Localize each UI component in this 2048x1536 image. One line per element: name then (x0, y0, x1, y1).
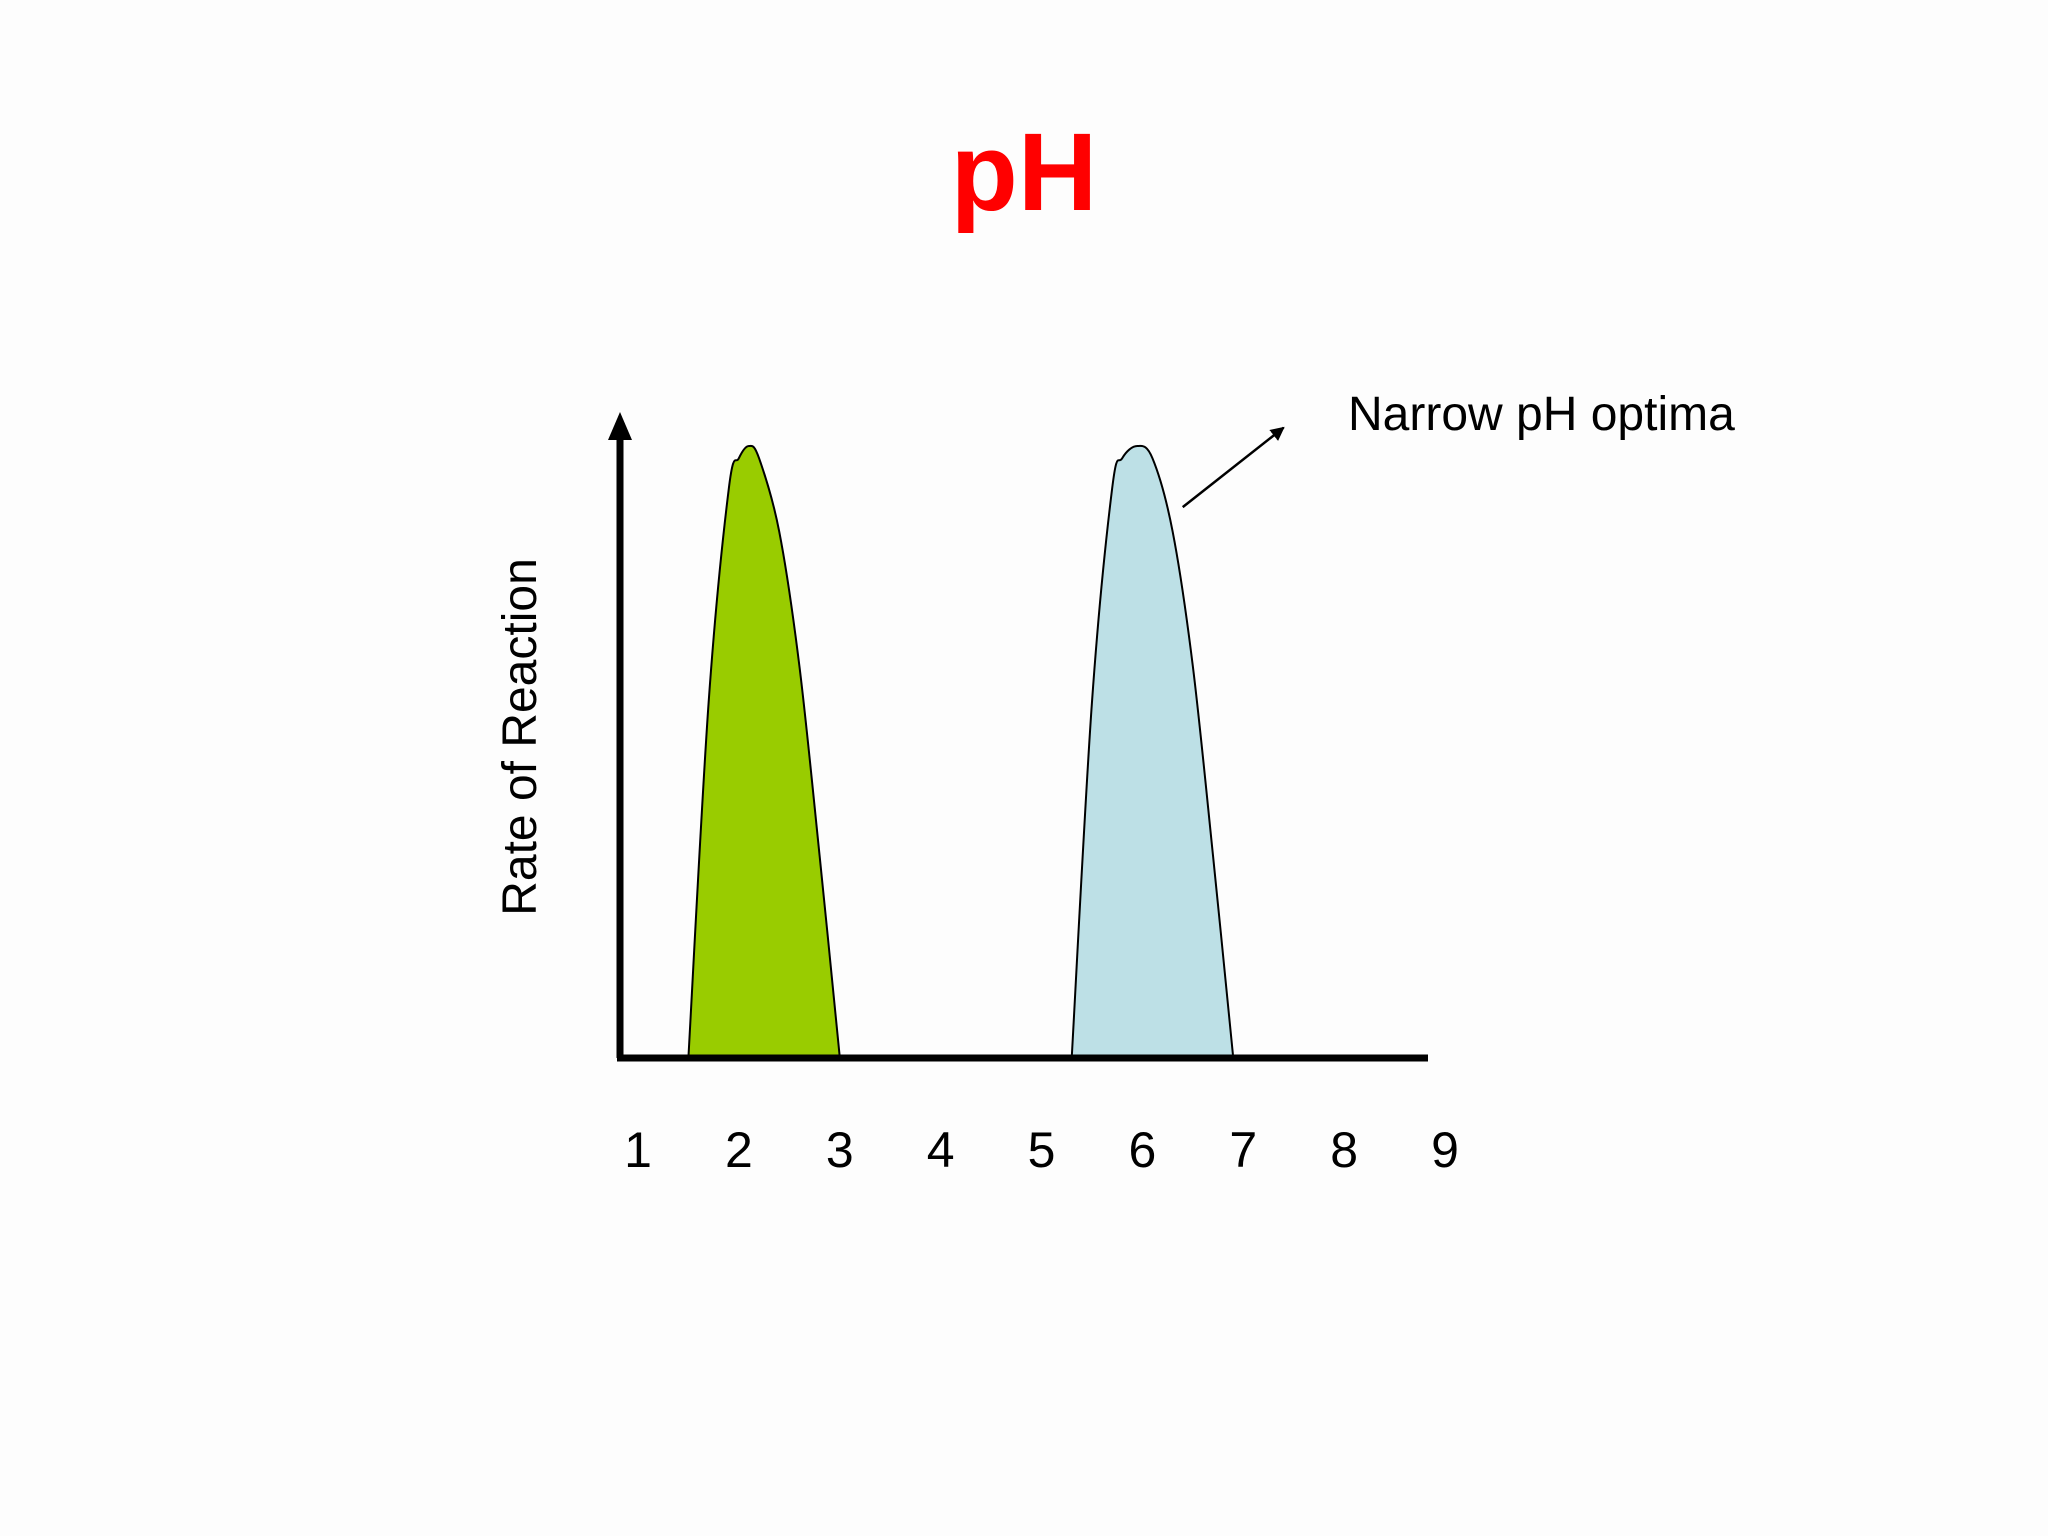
series-1-peak (687, 444, 841, 1058)
x-tick-label: 2 (725, 1122, 753, 1178)
x-tick-label: 6 (1128, 1122, 1156, 1178)
slide-title: pH (950, 111, 1098, 234)
series-layer (687, 444, 1235, 1058)
annotation-arrow (1181, 426, 1285, 509)
series-2-peak (1070, 444, 1235, 1058)
x-tick-labels: 1 2 3 4 5 6 7 8 9 (624, 1122, 1459, 1178)
x-tick-label: 5 (1028, 1122, 1056, 1178)
x-tick-label: 8 (1330, 1122, 1358, 1178)
y-axis-arrowhead (608, 412, 632, 440)
x-tick-label: 4 (927, 1122, 955, 1178)
x-tick-label: 9 (1431, 1122, 1459, 1178)
annotation-text: Narrow pH optima (1348, 388, 1735, 441)
y-axis-label: Rate of Reaction (494, 558, 547, 916)
x-tick-label: 7 (1229, 1122, 1257, 1178)
x-tick-label: 3 (826, 1122, 854, 1178)
x-tick-label: 1 (624, 1122, 652, 1178)
